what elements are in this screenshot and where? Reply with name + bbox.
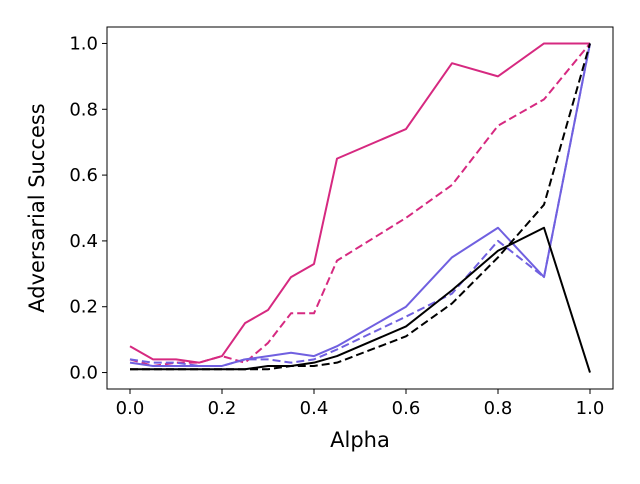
plot-frame — [106, 26, 614, 390]
x-tick-label: 0.8 — [484, 398, 513, 419]
x-axis-label: Alpha — [330, 428, 390, 452]
y-axis: 0.0 0.2 0.4 0.6 0.8 1.0 — [69, 33, 107, 384]
series-line-4 — [129, 43, 591, 367]
series-line-2 — [129, 42, 591, 367]
series-layer — [129, 42, 591, 373]
series-line-6 — [130, 43, 591, 371]
y-tick-label: 0.2 — [69, 297, 98, 318]
series-line-1 — [129, 42, 590, 364]
x-tick-label: 0.0 — [116, 398, 145, 419]
y-axis-label: Adversarial Success — [25, 103, 49, 313]
x-tick-label: 1.0 — [576, 398, 605, 419]
x-axis: 0.0 0.2 0.4 0.6 0.8 1.0 — [116, 389, 605, 419]
y-tick-label: 0.4 — [69, 231, 98, 252]
y-tick-label: 0.6 — [69, 165, 98, 186]
x-tick-label: 0.4 — [300, 398, 329, 419]
y-tick-label: 0.0 — [69, 363, 98, 384]
series-line-3 — [129, 43, 591, 367]
y-tick-label: 1.0 — [69, 33, 98, 54]
x-tick-label: 0.2 — [208, 398, 237, 419]
x-tick-label: 0.6 — [392, 398, 421, 419]
y-tick-label: 0.8 — [69, 99, 98, 120]
